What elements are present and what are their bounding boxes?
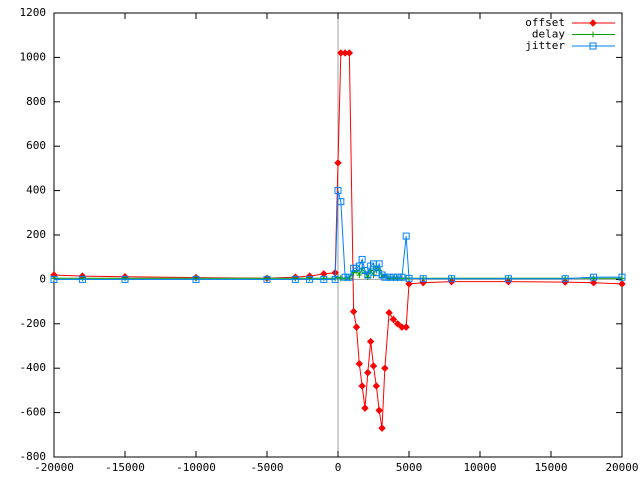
legend-marker: [589, 19, 597, 27]
point: [369, 362, 378, 370]
point: [590, 273, 598, 281]
y-tick-label: 1000: [20, 50, 47, 63]
point: [364, 368, 372, 377]
point: [393, 320, 402, 328]
legend-marker: [590, 31, 596, 38]
point: [345, 273, 353, 281]
y-tick-label: -800: [20, 450, 47, 463]
x-tick-label: 15000: [534, 461, 567, 474]
point: [618, 280, 626, 288]
point: [263, 275, 271, 283]
y-tick-label: -200: [20, 317, 47, 330]
y-tick-label: -400: [20, 361, 47, 374]
point: [402, 232, 410, 240]
point: [394, 273, 402, 281]
point: [355, 360, 364, 368]
point: [385, 308, 393, 317]
point: [192, 275, 200, 283]
y-tick-label: 1200: [20, 6, 47, 19]
point: [341, 273, 349, 281]
y-tick-label: 400: [26, 184, 46, 197]
legend-label: delay: [532, 28, 565, 41]
point: [349, 307, 358, 316]
series-line: [54, 190, 622, 280]
point: [402, 323, 410, 331]
point: [358, 382, 366, 390]
point: [389, 315, 398, 324]
point: [405, 280, 413, 288]
point: [398, 273, 406, 281]
point: [121, 275, 129, 283]
y-tick-label: 0: [39, 272, 46, 285]
point: [355, 262, 363, 270]
point: [419, 275, 427, 283]
point: [334, 159, 342, 167]
point: [372, 382, 381, 390]
point: [337, 198, 345, 206]
point: [306, 275, 314, 283]
point: [389, 273, 397, 281]
point: [331, 275, 339, 283]
point: [364, 271, 372, 279]
x-tick-label: -15000: [105, 461, 145, 474]
point: [381, 364, 389, 372]
point: [320, 275, 328, 283]
point: [589, 279, 598, 287]
point: [618, 273, 626, 281]
point: [448, 275, 456, 283]
plot-border: [53, 12, 623, 458]
point: [361, 404, 369, 412]
y-tick-label: -600: [20, 406, 47, 419]
x-tick-label: -10000: [176, 461, 216, 474]
x-tick-label: 10000: [463, 461, 496, 474]
point: [504, 275, 512, 283]
y-tick-label: 800: [26, 95, 46, 108]
point: [378, 424, 386, 432]
legend-label: offset: [525, 16, 565, 29]
point: [385, 273, 393, 281]
point: [352, 323, 361, 331]
y-tick-label: 200: [26, 228, 46, 241]
x-tick-label: -20000: [34, 461, 74, 474]
point: [356, 271, 363, 278]
x-tick-label: 20000: [605, 461, 638, 474]
point: [561, 275, 569, 283]
point: [375, 406, 383, 415]
point: [345, 49, 354, 57]
legend-label: jitter: [525, 39, 565, 52]
point: [291, 275, 299, 283]
x-tick-label: 5000: [396, 461, 423, 474]
point: [78, 275, 86, 283]
point: [375, 260, 383, 268]
point: [334, 187, 342, 195]
point: [366, 337, 375, 346]
y-tick-label: 600: [26, 139, 46, 152]
point: [358, 255, 366, 263]
point: [50, 275, 58, 283]
x-tick-label: 0: [335, 461, 342, 474]
x-tick-label: -5000: [250, 461, 283, 474]
point: [405, 274, 413, 282]
point: [381, 273, 389, 281]
legend-marker: [589, 42, 597, 50]
